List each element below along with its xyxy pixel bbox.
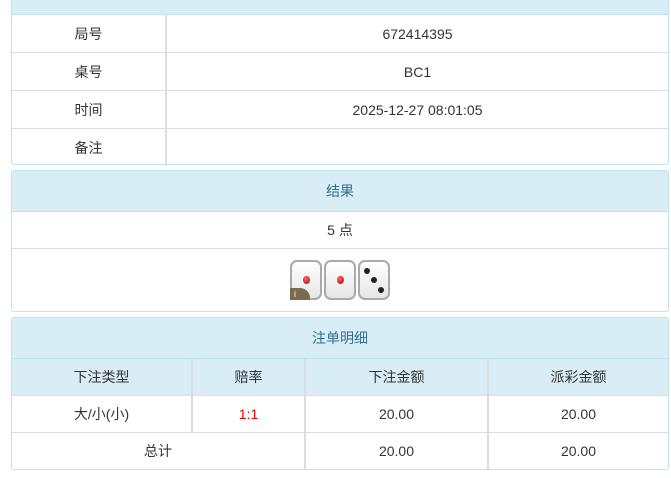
info-value: [167, 129, 668, 164]
result-panel: 结果 5 点 i: [11, 170, 669, 312]
info-value: 2025-12-27 08:01:05: [352, 101, 483, 118]
col-header: 下注类型: [12, 359, 193, 395]
info-row: 时间 2025-12-27 08:01:05: [12, 91, 668, 129]
bet-type: 大/小(小): [12, 396, 193, 432]
bet-payout: 20.00: [560, 406, 597, 422]
round-info-panel: 局号 672414395 桌号 BC1 时间 2025-12-27 08:01:05 …: [11, 0, 669, 165]
info-label: 桌号: [12, 53, 167, 90]
result-title: 结果: [12, 171, 668, 212]
result-points: 5 点: [327, 222, 353, 238]
info-value: BC1: [403, 63, 432, 80]
bet-details-title: 注单明细: [12, 318, 668, 359]
total-label: 总计: [12, 433, 306, 469]
total-amount: 20.00: [306, 433, 489, 469]
bet-table-header: 下注类型 赔率 下注金额 派彩金额: [12, 359, 668, 396]
info-label: 时间: [12, 91, 167, 128]
bet-amount: 20.00: [306, 396, 489, 432]
col-header: 下注金额: [306, 359, 489, 395]
bet-odds: 1:1: [193, 396, 306, 432]
bet-details-panel: 注单明细 下注类型 赔率 下注金额 派彩金额 大/小(小) 1:1 20.00 …: [11, 317, 669, 470]
round-info-header: [12, 0, 668, 15]
info-label: 备注: [12, 129, 167, 164]
total-row: 总计 20.00 20.00: [12, 433, 668, 469]
die-3-icon: [358, 260, 390, 300]
die-1-icon: i: [290, 260, 322, 300]
table-row: 大/小(小) 1:1 20.00 20.00: [12, 396, 668, 433]
die-1-icon: [324, 260, 356, 300]
col-header: 赔率: [193, 359, 306, 395]
info-row: 局号 672414395: [12, 15, 668, 53]
info-value: 672414395: [382, 25, 453, 42]
dice-group: i: [12, 249, 668, 311]
info-label: 局号: [12, 15, 167, 52]
total-payout: 20.00: [560, 443, 597, 459]
col-header: 派彩金额: [550, 369, 607, 385]
info-row: 备注: [12, 129, 668, 164]
info-icon[interactable]: i: [290, 288, 310, 300]
info-row: 桌号 BC1: [12, 53, 668, 91]
